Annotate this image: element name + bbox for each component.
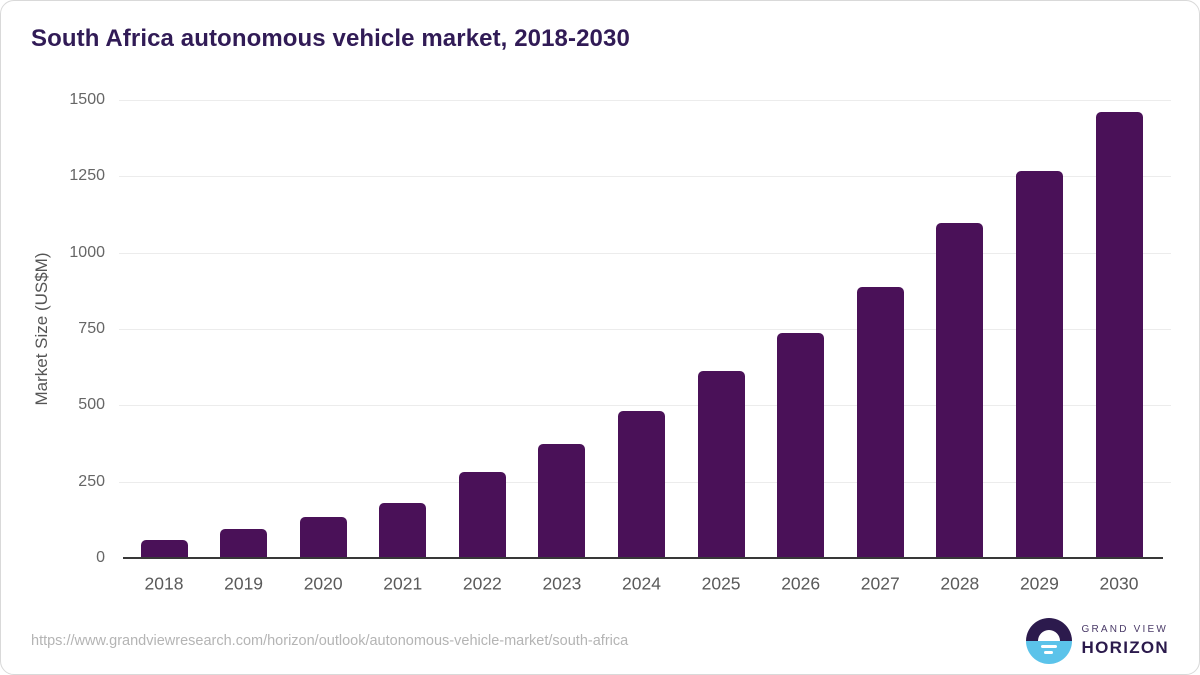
grand-view-horizon-logo[interactable]: GRAND VIEW HORIZON: [1025, 618, 1169, 664]
bar-2022[interactable]: [458, 471, 506, 558]
y-tick-label-250: 250: [78, 472, 105, 490]
gridline-1250: [119, 176, 1171, 178]
bar-2025[interactable]: [697, 370, 745, 558]
x-tick-label-2024: 2024: [622, 573, 661, 594]
x-tick-label-2021: 2021: [383, 573, 423, 594]
bar-2027[interactable]: [856, 287, 904, 558]
source-url: https://www.grandviewresearch.com/horizo…: [31, 633, 629, 649]
x-tick-label-2030: 2030: [1099, 573, 1139, 594]
bar-chart-plot-area: 0 250 500 750 1000 1250 1500 2018 2019 2020 2021 20…: [69, 91, 1171, 594]
y-tick-label-0: 0: [96, 549, 105, 566]
bar-2021[interactable]: [379, 502, 427, 558]
bar-2019[interactable]: [220, 528, 268, 558]
x-tick-label-2020: 2020: [303, 573, 343, 594]
bar-2030[interactable]: [1095, 112, 1143, 558]
horizon-logo-icon: [1025, 618, 1072, 664]
gridline-500: [119, 405, 1171, 407]
bar-2028[interactable]: [936, 223, 984, 558]
x-tick-label-2023: 2023: [542, 573, 582, 594]
bar-2026[interactable]: [777, 332, 825, 558]
x-tick-label-2026: 2026: [781, 573, 821, 594]
y-tick-label-1000: 1000: [69, 243, 105, 261]
y-tick-label-500: 500: [78, 396, 105, 414]
gridline-1500: [119, 100, 1171, 101]
x-tick-label-2029: 2029: [1019, 573, 1059, 594]
x-tick-label-2028: 2028: [940, 573, 980, 594]
logo-brand-name: GRAND VIEW: [1081, 624, 1168, 636]
gridline-1000: [119, 252, 1171, 254]
y-axis-label: Market Size (US$M): [32, 252, 51, 406]
y-tick-label-750: 750: [78, 320, 105, 337]
bar-2018[interactable]: [140, 539, 188, 558]
y-tick-label-1250: 1250: [69, 167, 105, 185]
bar-2029[interactable]: [1015, 171, 1063, 558]
y-tick-label-1500: 1500: [69, 91, 105, 108]
x-tick-label-2025: 2025: [701, 573, 741, 594]
chart-title: South Africa autonomous vehicle market, …: [31, 25, 630, 52]
x-tick-label-2018: 2018: [144, 573, 184, 594]
bar-2024[interactable]: [618, 411, 665, 558]
bar-2023[interactable]: [538, 444, 586, 558]
bar-2020[interactable]: [299, 517, 347, 558]
logo-product-name: HORIZON: [1081, 637, 1169, 657]
x-tick-label-2027: 2027: [860, 573, 900, 594]
x-tick-label-2019: 2019: [224, 573, 264, 594]
x-axis-line: [123, 557, 1163, 559]
x-tick-label-2022: 2022: [462, 573, 502, 594]
gridline-750: [119, 329, 1171, 330]
